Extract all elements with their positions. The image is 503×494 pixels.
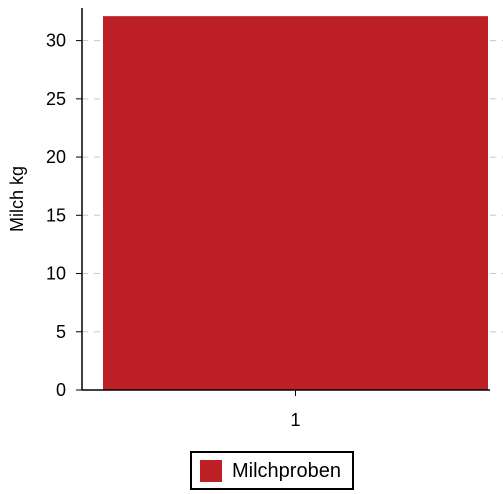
y-tick-label: 5: [56, 322, 66, 342]
bars: [103, 16, 488, 391]
x-tick-label: 1: [290, 410, 300, 430]
y-tick-label: 25: [46, 89, 66, 109]
y-tick-label: 30: [46, 31, 66, 51]
y-tick-label: 10: [46, 264, 66, 284]
y-ticks: 0 5 10 15 20 25 30: [46, 31, 82, 400]
x-ticks: 1: [290, 390, 301, 430]
y-axis-title: Milch kg: [7, 166, 27, 232]
legend-swatch: [200, 459, 222, 482]
y-tick-label: 20: [46, 147, 66, 167]
y-tick-label: 15: [46, 205, 66, 225]
axes: [81, 8, 490, 391]
legend: Milchproben: [190, 451, 354, 490]
y-tick-label: 0: [56, 380, 66, 400]
bar: [103, 16, 488, 391]
legend-label: Milchproben: [232, 459, 341, 482]
